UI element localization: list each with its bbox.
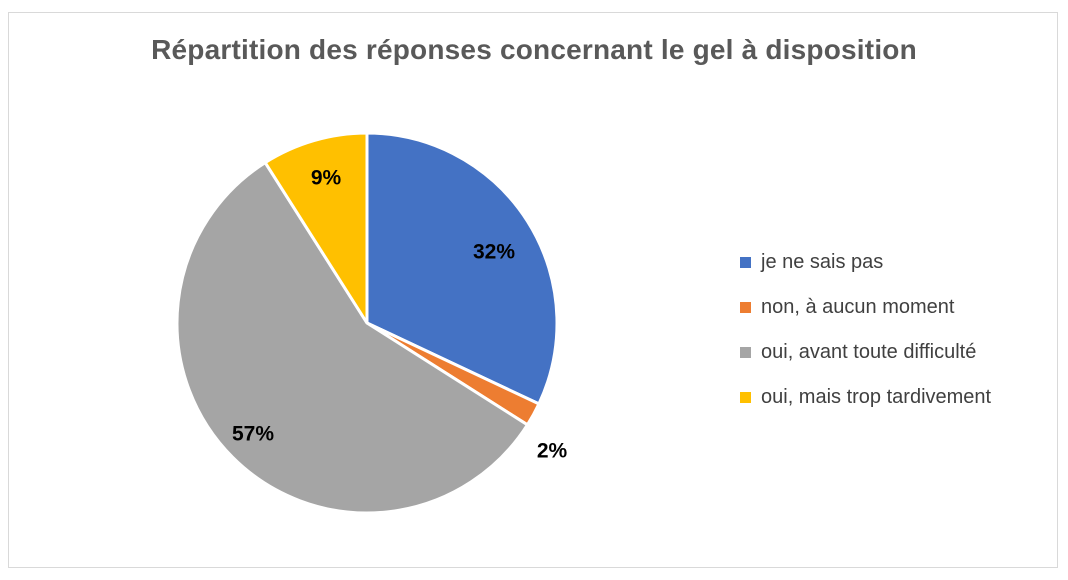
legend-swatch <box>740 257 751 268</box>
data-label-non-a-aucun-moment: 2% <box>537 440 568 463</box>
legend-swatch <box>740 392 751 403</box>
legend-label: oui, mais trop tardivement <box>761 386 992 408</box>
pie-slice-oui-mais-trop-tardivement <box>263 131 369 325</box>
data-label-je-ne-sais-pas: 32% <box>473 241 515 264</box>
legend-item: oui, avant toute difficulté <box>740 330 991 375</box>
data-label-oui-avant-toute-difficulte: 57% <box>232 423 274 446</box>
legend-item: je ne sais pas <box>740 240 991 285</box>
legend-item: non, à aucun moment <box>740 285 991 330</box>
data-label-oui-mais-trop-tardivement: 9% <box>311 167 342 190</box>
legend-label: oui, avant toute difficulté <box>761 341 977 363</box>
pie-slice-oui-avant-toute-difficulte <box>175 161 529 515</box>
legend-item: oui, mais trop tardivement <box>740 375 991 420</box>
legend-label: non, à aucun moment <box>761 296 955 318</box>
chart-legend: je ne sais pas non, à aucun moment oui, … <box>740 240 991 420</box>
legend-label: je ne sais pas <box>761 251 884 273</box>
legend-swatch <box>740 302 751 313</box>
pie-slice-je-ne-sais-pas <box>365 131 559 406</box>
chart-title: Répartition des réponses concernant le g… <box>151 34 917 65</box>
legend-swatch <box>740 347 751 358</box>
